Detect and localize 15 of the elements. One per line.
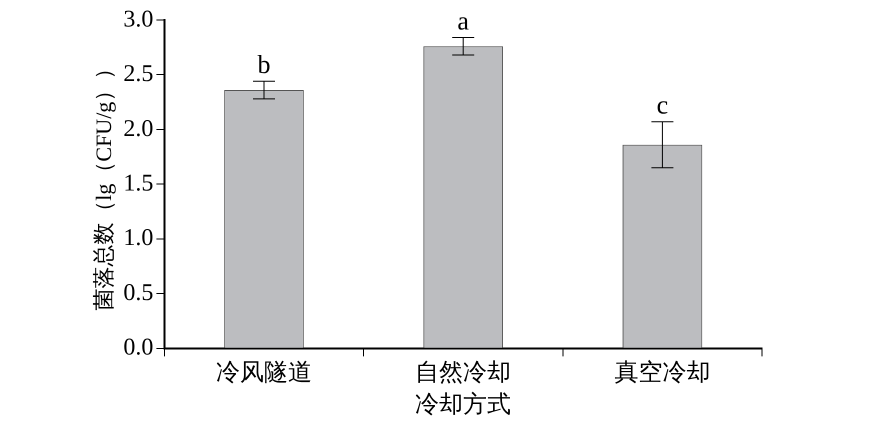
annotation: c bbox=[656, 90, 668, 120]
y-tick-label: 2.5 bbox=[123, 61, 154, 88]
y-tick-label: 0.0 bbox=[123, 334, 154, 361]
y-tick-label: 1.0 bbox=[123, 225, 154, 252]
y-tick-label: 3.0 bbox=[123, 6, 154, 32]
annotation: a bbox=[457, 6, 470, 36]
y-tick-label: 0.5 bbox=[123, 280, 154, 306]
y-tick-label: 1.5 bbox=[123, 170, 154, 196]
annotation: b bbox=[258, 50, 270, 80]
x-tick-label: 自然冷却 bbox=[415, 360, 512, 386]
x-axis-title: 冷却方式 bbox=[415, 390, 512, 418]
y-tick-label: 2.0 bbox=[123, 116, 154, 142]
x-tick-label: 冷风隧道 bbox=[216, 360, 312, 386]
y-axis-title: 菌落总数（lg（CFU/g）） bbox=[90, 58, 116, 311]
x-tick-label: 真空冷却 bbox=[614, 359, 710, 386]
